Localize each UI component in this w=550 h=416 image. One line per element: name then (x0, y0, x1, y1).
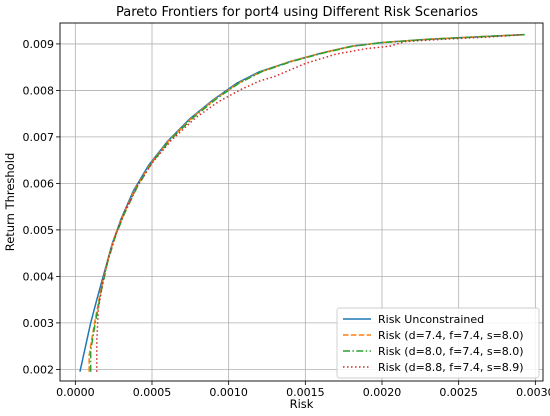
y-tick-label: 0.006 (23, 177, 55, 190)
x-tick-label: 0.0010 (209, 386, 248, 399)
legend: Risk Unconstrained Risk (d=7.4, f=7.4, s=… (336, 307, 540, 379)
legend-label: Risk (d=8.0, f=7.4, s=8.0) (378, 345, 524, 358)
x-tick-label: 0.0005 (133, 386, 172, 399)
grid (60, 23, 543, 381)
y-tick-label: 0.007 (23, 131, 55, 144)
y-tick-label: 0.005 (23, 224, 55, 237)
x-tick-label: 0.0020 (363, 386, 402, 399)
series-line-4 (96, 33, 525, 372)
y-tick-label: 0.003 (23, 317, 55, 330)
legend-label: Risk (d=8.8, f=7.4, s=8.9) (378, 361, 524, 374)
legend-label: Risk (d=7.4, f=7.4, s=8.0) (378, 329, 524, 342)
y-tick-label: 0.004 (23, 270, 55, 283)
series-line-3 (89, 33, 525, 372)
x-axis-label: Risk (290, 397, 314, 411)
series-lines (79, 33, 525, 372)
x-axis: 0.0000 0.0005 0.0010 0.0015 0.0020 0.0025 0.00… (56, 381, 550, 399)
chart-title: Pareto Frontiers for port4 using Differe… (116, 5, 478, 20)
y-axis-label: Return Threshold (3, 153, 17, 252)
x-tick-label: 0.0015 (286, 386, 325, 399)
y-tick-label: 0.002 (23, 363, 55, 376)
legend-box (336, 307, 540, 379)
legend-label: Risk Unconstrained (378, 313, 484, 326)
y-axis: 0.002 0.003 0.004 0.005 0.006 0.007 0.008 0.009 (23, 38, 60, 376)
x-tick-label: 0.0025 (439, 386, 478, 399)
y-tick-label: 0.009 (23, 38, 55, 51)
plot-frame (59, 22, 544, 382)
y-tick-label: 0.008 (23, 84, 55, 97)
x-tick-label: 0.0000 (56, 386, 95, 399)
